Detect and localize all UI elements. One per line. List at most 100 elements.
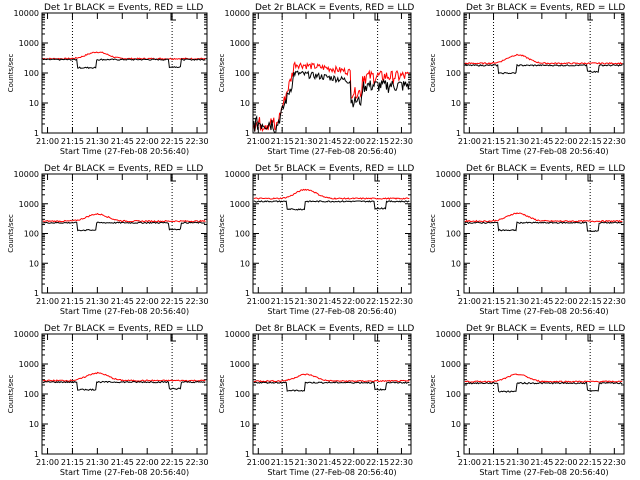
corner-marker	[374, 13, 380, 21]
x-tick-label: 21:15	[61, 458, 84, 467]
series-line-events-black	[42, 58, 206, 69]
x-tick-label: 21:00	[247, 297, 270, 306]
x-tick-label: 22:30	[390, 297, 413, 306]
plot-frame	[41, 12, 208, 134]
y-tick-label: 10000	[225, 9, 250, 18]
x-tick-label: 21:45	[111, 297, 134, 306]
x-tick-label: 21:00	[247, 137, 270, 146]
series-line-events-black	[42, 221, 206, 232]
x-tick-label: 22:00	[554, 458, 577, 467]
x-tick-label: 22:30	[186, 458, 209, 467]
series-line-lld-red	[253, 188, 410, 201]
x-tick-label: 22:00	[554, 137, 577, 146]
x-tick-label: 21:30	[506, 297, 529, 306]
x-tick-label: 22:30	[186, 137, 209, 146]
y-tick-label: 1	[456, 129, 461, 138]
plot-frame	[252, 12, 412, 134]
series-line-events-black	[253, 381, 410, 392]
x-tick-label: 22:15	[366, 137, 389, 146]
y-axis-label: Counts/sec	[7, 54, 15, 93]
x-tick-label: 22:15	[579, 137, 602, 146]
panel-title: Det 2r BLACK = Events, RED = LLD	[255, 3, 414, 13]
x-tick-label: 21:15	[271, 137, 294, 146]
x-axis-label: Start Time (27-Feb-08 20:56:40)	[479, 147, 608, 156]
corner-marker	[587, 334, 593, 342]
series-line-events-black	[464, 221, 623, 233]
plot-frame	[463, 333, 625, 455]
y-tick-label: 1	[34, 129, 39, 138]
series-line-lld-red	[464, 53, 623, 65]
x-tick-label: 21:30	[294, 458, 317, 467]
x-tick-label: 22:15	[161, 297, 184, 306]
series-line-lld-red	[253, 373, 410, 383]
series-line-lld-red	[464, 212, 623, 223]
y-tick-label: 1	[245, 289, 250, 298]
x-tick-label: 22:30	[603, 458, 626, 467]
series-line-events-black	[253, 70, 410, 134]
x-tick-label: 22:15	[366, 458, 389, 467]
x-tick-label: 22:00	[136, 458, 159, 467]
y-tick-label: 100	[235, 230, 250, 239]
y-tick-label: 100	[446, 230, 461, 239]
x-tick-label: 21:00	[458, 458, 481, 467]
x-tick-label: 22:00	[342, 137, 365, 146]
y-tick-label: 1000	[441, 39, 461, 48]
series-line-lld-red	[42, 371, 206, 383]
y-tick-label: 10	[451, 259, 461, 268]
y-axis-label: Counts/sec	[429, 375, 437, 414]
corner-marker	[374, 334, 380, 342]
panel-title: Det 5r BLACK = Events, RED = LLD	[255, 164, 414, 174]
y-tick-label: 1	[245, 129, 250, 138]
x-tick-label: 22:30	[390, 458, 413, 467]
x-tick-label: 22:15	[161, 458, 184, 467]
plot-frame	[252, 173, 412, 294]
x-tick-label: 22:15	[366, 297, 389, 306]
x-tick-label: 21:15	[271, 297, 294, 306]
y-tick-label: 10000	[225, 330, 250, 339]
x-axis-label: Start Time (27-Feb-08 20:56:40)	[60, 147, 189, 156]
y-tick-label: 10	[240, 99, 250, 108]
y-tick-label: 100	[24, 230, 39, 239]
panel-title: Det 4r BLACK = Events, RED = LLD	[44, 164, 203, 174]
x-tick-label: 21:30	[294, 137, 317, 146]
x-tick-label: 21:00	[36, 297, 59, 306]
series-line-events-black	[253, 200, 410, 211]
x-tick-label: 21:30	[506, 458, 529, 467]
x-tick-label: 21:45	[530, 137, 553, 146]
y-tick-label: 10	[451, 420, 461, 429]
y-tick-label: 10	[29, 420, 39, 429]
y-tick-label: 10000	[436, 170, 461, 179]
x-tick-label: 21:15	[271, 458, 294, 467]
x-axis-label: Start Time (27-Feb-08 20:56:40)	[479, 307, 608, 316]
y-tick-label: 10000	[436, 9, 461, 18]
corner-marker	[587, 174, 593, 182]
y-tick-label: 100	[235, 69, 250, 78]
series-line-events-black	[464, 63, 623, 75]
corner-marker	[170, 334, 176, 342]
x-tick-label: 22:00	[136, 137, 159, 146]
y-tick-label: 10	[451, 99, 461, 108]
x-tick-label: 21:15	[61, 297, 84, 306]
corner-marker	[170, 174, 176, 182]
y-tick-label: 10	[29, 259, 39, 268]
series-line-events-black	[42, 380, 206, 392]
x-tick-label: 22:15	[161, 137, 184, 146]
panel-title: Det 3r BLACK = Events, RED = LLD	[466, 3, 625, 13]
y-axis-label: Counts/sec	[7, 214, 15, 253]
panel-title: Det 7r BLACK = Events, RED = LLD	[44, 324, 203, 334]
y-axis-label: Counts/sec	[218, 214, 226, 253]
x-tick-label: 21:15	[482, 137, 505, 146]
x-tick-label: 22:00	[342, 297, 365, 306]
x-tick-label: 21:30	[294, 297, 317, 306]
y-tick-label: 10000	[436, 330, 461, 339]
x-tick-label: 22:00	[554, 297, 577, 306]
y-tick-label: 10000	[14, 170, 39, 179]
x-tick-label: 22:00	[136, 297, 159, 306]
y-tick-label: 10000	[225, 170, 250, 179]
x-tick-label: 21:45	[530, 458, 553, 467]
x-tick-label: 21:30	[86, 297, 109, 306]
x-tick-label: 21:45	[530, 297, 553, 306]
y-axis-label: Counts/sec	[429, 54, 437, 93]
plot-frame	[41, 333, 208, 455]
plot-frame	[252, 333, 412, 455]
